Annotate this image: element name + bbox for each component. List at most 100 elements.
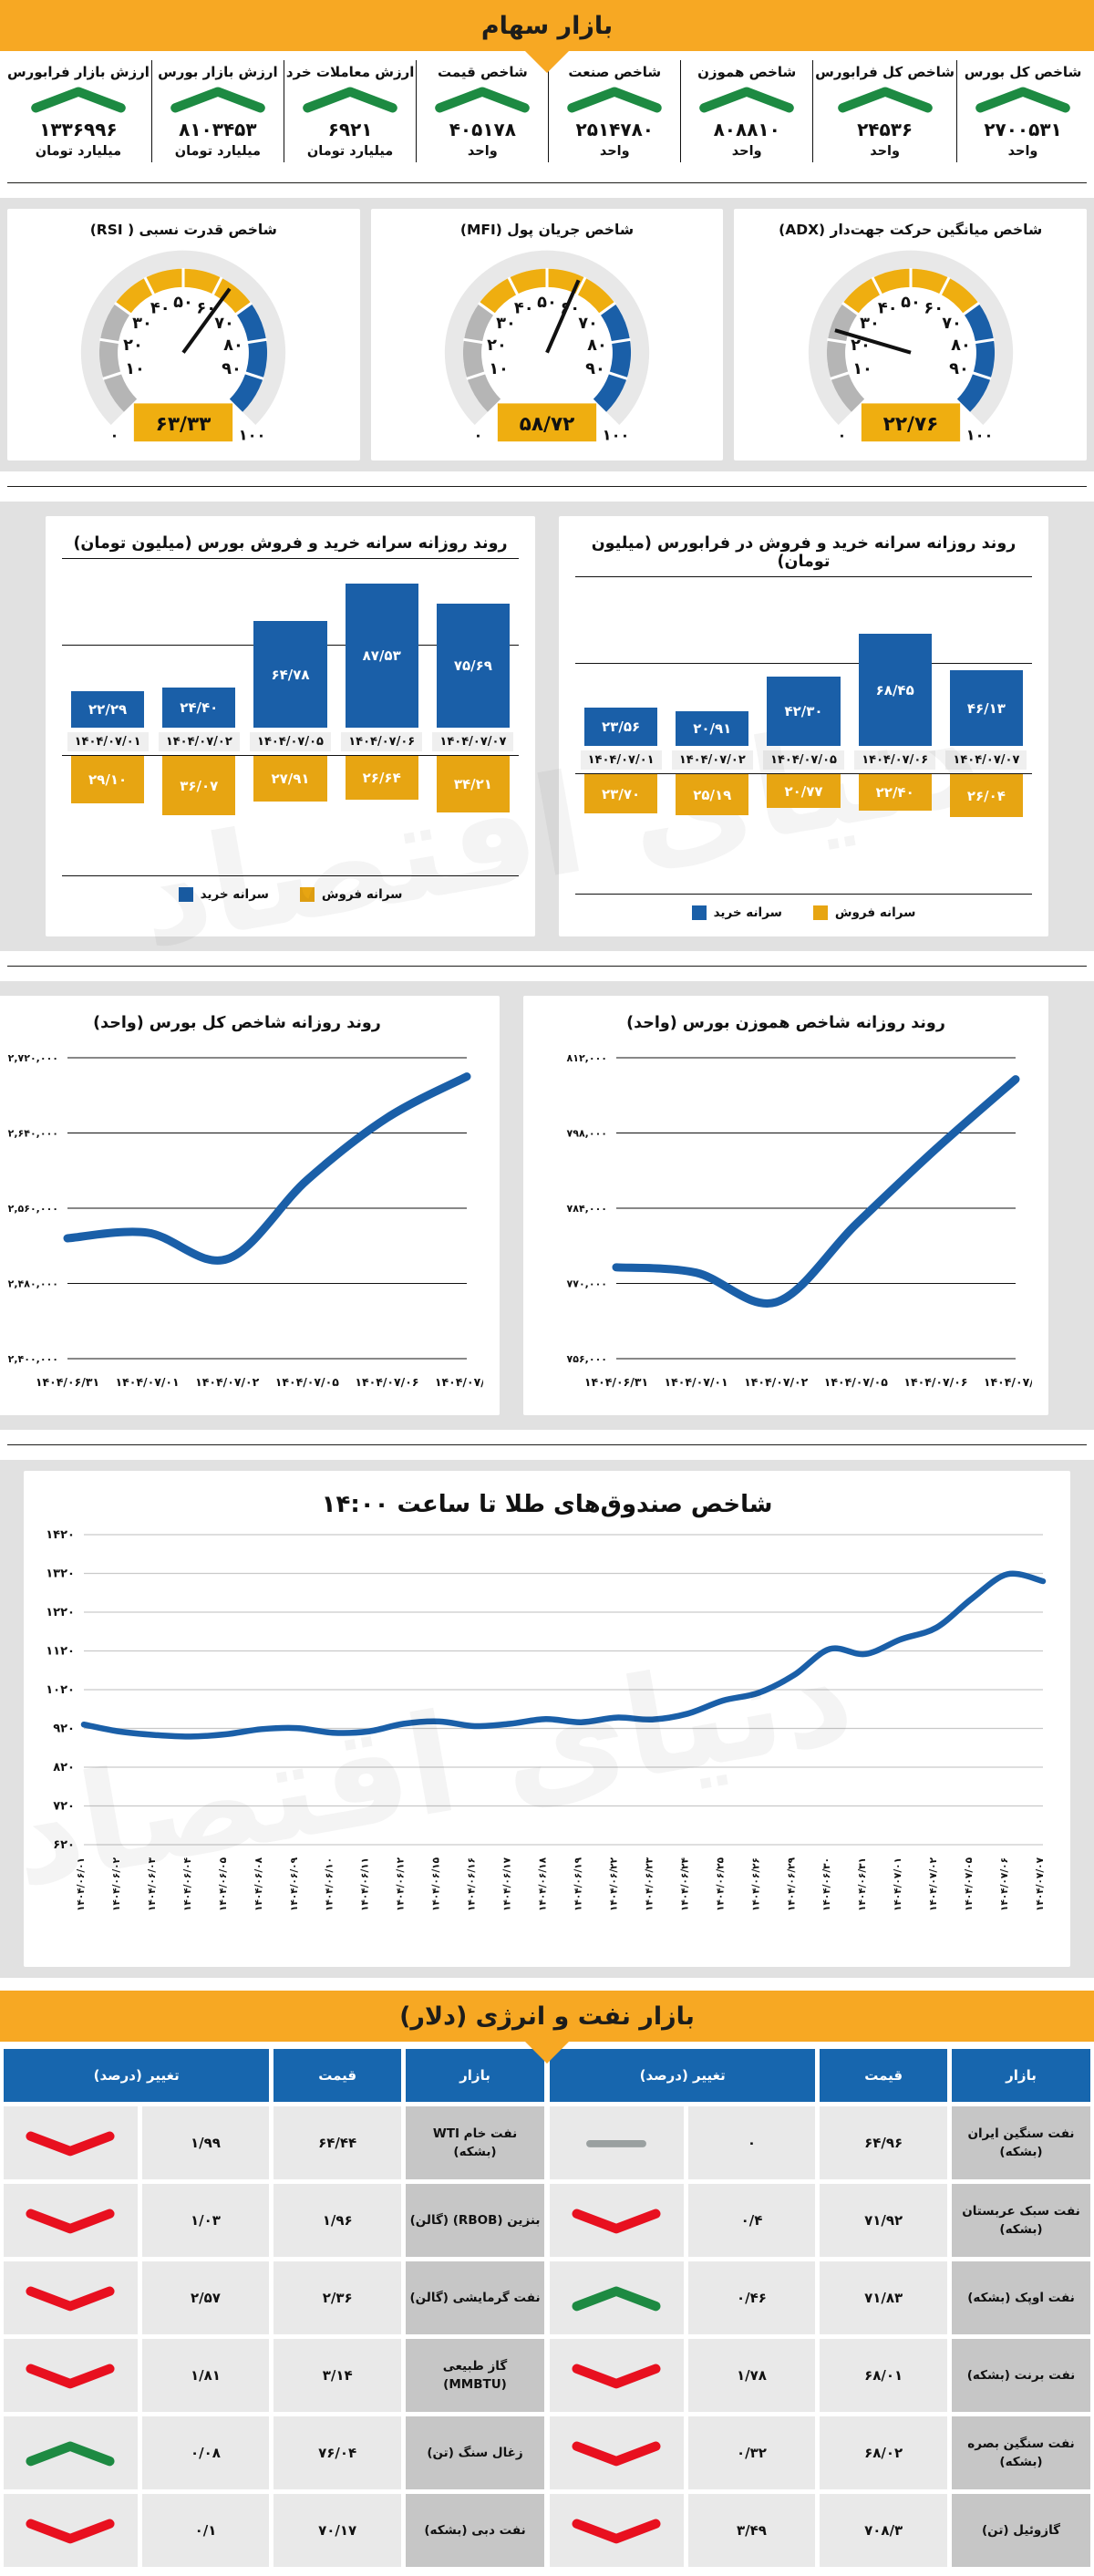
bar-column: ۲۳/۷۰ — [575, 774, 666, 813]
market-name-cell: نفت خام WTI (بشکه) — [406, 2106, 544, 2179]
stat-card: ارزش معاملات خرد ۶۹۲۱ میلیارد تومان — [283, 60, 417, 162]
stat-card: شاخص هموزن ۸۰۸۸۱۰ واحد — [680, 60, 812, 162]
stat-card: شاخص کل فرابورس ۲۴۵۳۶ واحد — [812, 60, 956, 162]
date-label: ۱۴۰۴/۰۷/۰۷ — [432, 731, 514, 751]
svg-text:۷۹۸,۰۰۰: ۷۹۸,۰۰۰ — [567, 1128, 607, 1140]
bar-column: ۶۴/۷۸ — [244, 621, 335, 728]
svg-text:۱۴۰۴/۰۶/۲۳: ۱۴۰۴/۰۶/۲۳ — [644, 1857, 655, 1911]
svg-text:۱۴۰۴/۰۷/۰۲: ۱۴۰۴/۰۷/۰۲ — [744, 1375, 809, 1389]
svg-text:۱۴۰۴/۰۶/۰۸: ۱۴۰۴/۰۶/۰۸ — [253, 1857, 264, 1911]
date-label: ۱۴۰۴/۰۷/۰۵ — [250, 731, 331, 751]
stat-label: شاخص قیمت — [437, 64, 528, 80]
svg-text:۱۴۰۴/۰۶/۳۱: ۱۴۰۴/۰۶/۳۱ — [584, 1375, 648, 1389]
bar-value-label: ۲۶/۶۴ — [362, 770, 401, 786]
date-cell: ۱۴۰۴/۰۷/۰۱ — [62, 731, 153, 751]
svg-text:۹۰: ۹۰ — [222, 359, 242, 378]
down-arrow-icon — [572, 2441, 661, 2466]
svg-text:۱۴۰۴/۰۶/۳۰: ۱۴۰۴/۰۶/۳۰ — [821, 1857, 832, 1911]
svg-text:۵۰: ۵۰ — [537, 293, 557, 312]
stat-unit: واحد — [731, 144, 762, 159]
energy-banner: بازار نفت و انرژی (دلار) — [0, 1991, 1094, 2064]
sell-bar: ۳۶/۰۷ — [162, 756, 236, 815]
svg-text:۹۲۰: ۹۲۰ — [53, 1723, 75, 1736]
bar-chart-title: روند روزانه سرانه خرید و فروش بورس (میلی… — [73, 534, 508, 553]
gauge-value: ۵۸/۷۲ — [520, 413, 575, 436]
down-arrow-icon — [26, 2364, 115, 2388]
bar-column: ۲۹/۱۰ — [62, 756, 153, 803]
stat-value: ۸۰۸۸۱۰ — [713, 119, 780, 140]
svg-text:۲,۴۸۰,۰۰۰: ۲,۴۸۰,۰۰۰ — [8, 1278, 58, 1290]
stat-card: شاخص قیمت ۴۰۵۱۷۸ واحد — [416, 60, 548, 162]
change-arrow-cell — [550, 2106, 684, 2179]
svg-text:۱۴۰۴/۰۶/۱۰: ۱۴۰۴/۰۶/۱۰ — [325, 1857, 335, 1911]
svg-text:۱۴۰۴/۰۶/۰۹: ۱۴۰۴/۰۶/۰۹ — [289, 1857, 300, 1911]
market-name-cell: گازوئیل (تن) — [952, 2494, 1090, 2567]
svg-text:۹۰: ۹۰ — [585, 359, 605, 378]
bar-column: ۸۷/۵۳ — [336, 584, 428, 728]
stat-unit: واحد — [870, 144, 901, 159]
svg-text:۷۷۰,۰۰۰: ۷۷۰,۰۰۰ — [567, 1278, 607, 1290]
gold-funds-chart: شاخص صندوق‌های طلا تا ساعت ۱۴:۰۰ ۱۴۲۰ ۱۳۲… — [24, 1471, 1070, 1967]
svg-text:۱۱۲۰: ۱۱۲۰ — [46, 1645, 75, 1659]
svg-text:۱۴۰۴/۰۷/۰۱: ۱۴۰۴/۰۷/۰۱ — [665, 1375, 728, 1389]
legend-label: سرانه خرید — [200, 887, 269, 902]
change-cell: ۰/۴۶ — [687, 2261, 816, 2334]
stat-label: شاخص صنعت — [568, 64, 662, 80]
svg-text:۷۰: ۷۰ — [578, 314, 598, 333]
stat-label: ارزش بازار بورس — [158, 64, 278, 80]
gauge-value: ۲۲/۷۶ — [882, 413, 938, 436]
svg-text:۱۴۰۴/۰۷/۰۱: ۱۴۰۴/۰۷/۰۱ — [116, 1375, 180, 1389]
stat-card: شاخص صنعت ۲۵۱۴۷۸۰ واحد — [548, 60, 680, 162]
svg-text:۰: ۰ — [837, 427, 846, 444]
price-cell: ۶۸/۰۲ — [820, 2416, 947, 2489]
buy-bar: ۸۷/۵۳ — [345, 584, 418, 728]
svg-text:۱۰۰: ۱۰۰ — [239, 427, 266, 444]
flat-dash-icon — [586, 2139, 647, 2147]
stat-value: ۲۴۵۳۶ — [857, 119, 913, 140]
date-label: ۱۴۰۴/۰۷/۰۵ — [763, 750, 844, 770]
legend-swatch — [299, 887, 315, 902]
buy-bar: ۴۶/۱۳ — [949, 670, 1023, 746]
market-name-cell: زغال سنگ (تن) — [406, 2416, 544, 2489]
svg-text:۲۰: ۲۰ — [123, 336, 143, 355]
svg-text:۲,۶۴۰,۰۰۰: ۲,۶۴۰,۰۰۰ — [8, 1128, 58, 1140]
svg-text:۱۰۰: ۱۰۰ — [603, 427, 630, 444]
svg-text:۱۴۰۴/۰۷/۰۷: ۱۴۰۴/۰۷/۰۷ — [984, 1375, 1032, 1389]
date-cell: ۱۴۰۴/۰۷/۰۷ — [428, 731, 519, 751]
svg-text:۱۴۰۴/۰۶/۱۷: ۱۴۰۴/۰۶/۱۷ — [502, 1857, 513, 1911]
change-cell: ۱/۸۱ — [141, 2339, 270, 2412]
svg-text:۱۴۲۰: ۱۴۲۰ — [46, 1528, 75, 1542]
down-arrow-icon — [26, 2519, 115, 2543]
market-name-cell: نفت اوپک (بشکه) — [952, 2261, 1090, 2334]
svg-text:۱۴۰۴/۰۷/۰۲: ۱۴۰۴/۰۷/۰۲ — [195, 1375, 260, 1389]
bar-value-label: ۲۲/۴۰ — [875, 784, 914, 801]
stat-card: ارزش بازار فرابورس ۱۳۳۶۹۹۶ میلیارد تومان — [5, 60, 151, 162]
bar-value-label: ۲۳/۵۶ — [602, 719, 641, 735]
bar-value-label: ۲۲/۲۹ — [88, 701, 128, 718]
svg-text:۱۰: ۱۰ — [489, 359, 509, 378]
down-arrow-icon — [26, 2131, 115, 2156]
stat-unit: میلیارد تومان — [35, 144, 122, 159]
section-divider — [7, 1444, 1087, 1445]
svg-text:۱۴۰۴/۰۶/۲۶: ۱۴۰۴/۰۶/۲۶ — [750, 1857, 761, 1911]
bar-column: ۲۴/۴۰ — [153, 688, 244, 728]
svg-text:۱۴۰۴/۰۶/۲۹: ۱۴۰۴/۰۶/۲۹ — [786, 1857, 797, 1911]
gold-line-plot: ۱۴۲۰۱۳۲۰۱۲۲۰۱۱۲۰۱۰۲۰۹۲۰۸۲۰۷۲۰۶۲۰۱۴۰۴/۰۶/… — [46, 1528, 1047, 1911]
stat-label: ارزش معاملات خرد — [285, 64, 415, 80]
bar-column: ۴۲/۳۰ — [758, 677, 849, 746]
date-label: ۱۴۰۴/۰۷/۰۲ — [671, 750, 753, 770]
sell-bar: ۲۲/۴۰ — [858, 774, 932, 811]
svg-text:۱۰: ۱۰ — [852, 359, 872, 378]
change-arrow-cell — [4, 2261, 138, 2334]
bar-value-label: ۲۰/۷۷ — [784, 782, 823, 800]
legend-item: سرانه فروش — [812, 905, 915, 920]
buy-bar: ۲۲/۲۹ — [71, 691, 145, 728]
change-arrow-cell — [550, 2184, 684, 2257]
up-arrow-icon — [170, 87, 265, 113]
stat-label: شاخص هموزن — [697, 64, 797, 80]
up-arrow-icon — [975, 87, 1070, 113]
svg-text:۱۴۰۴/۰۶/۱۹: ۱۴۰۴/۰۶/۱۹ — [573, 1857, 583, 1911]
change-cell: ۰/۴ — [687, 2184, 816, 2257]
